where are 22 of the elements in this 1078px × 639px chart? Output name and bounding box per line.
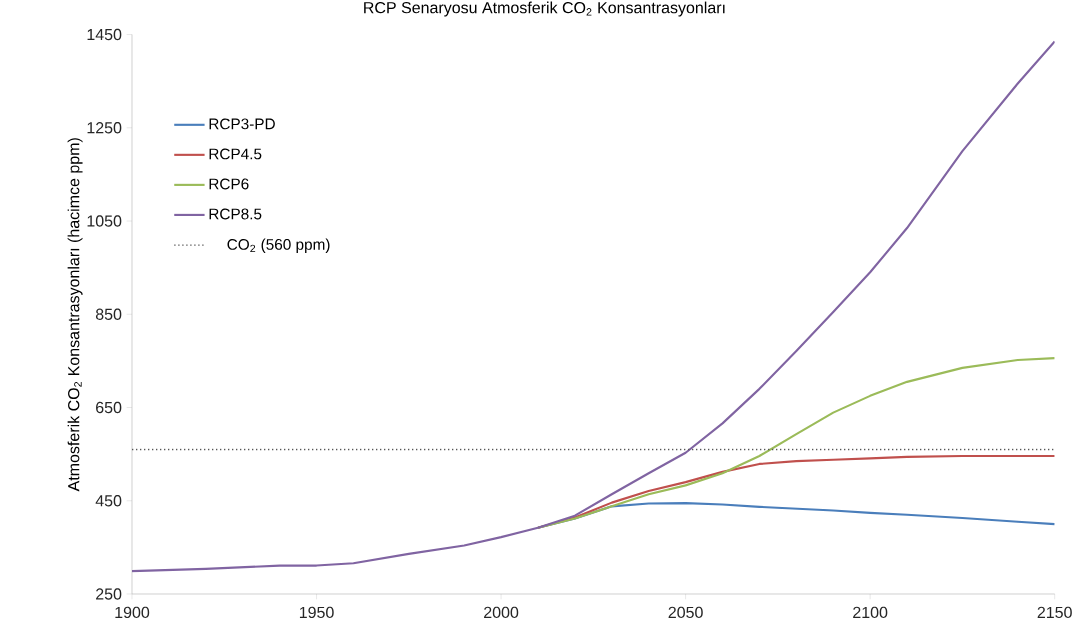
x-tick-label: 2100 <box>853 606 888 619</box>
legend-label: RCP8.5 <box>209 208 262 220</box>
line-series <box>536 357 1055 529</box>
y-tick-label: 450 <box>95 495 122 507</box>
x-tick-label: 1900 <box>115 606 150 619</box>
y-tick-label: 1050 <box>87 215 122 227</box>
y-tick-label: 850 <box>95 308 122 320</box>
y-axis-title: Atmosferik CO$_{2}$ Konsantrasyonları (hacimce ppm) <box>67 138 83 492</box>
y-tick-label: 250 <box>96 588 122 600</box>
x-tick-label: 1950 <box>299 606 334 619</box>
legend-label: RCP3-PD <box>209 118 275 130</box>
legend-label: RCP4.5 <box>209 148 262 160</box>
y-tick-label: 650 <box>96 401 122 414</box>
chart-title: RCP Senaryosu Atmosferik CO$_{2}$ Konsantrasyonları <box>364 1 725 17</box>
x-tick-label: 2050 <box>668 606 703 619</box>
x-tick-label: 2000 <box>484 606 519 619</box>
y-tick-label: 1250 <box>87 122 122 134</box>
x-tick-label: 2150 <box>1037 606 1072 619</box>
y-tick-label: 1450 <box>87 28 122 41</box>
line-series <box>132 40 1055 573</box>
legend-label: CO$_{2}$ (560 ppm) <box>227 238 330 253</box>
legend-label: RCP6 <box>209 178 249 190</box>
